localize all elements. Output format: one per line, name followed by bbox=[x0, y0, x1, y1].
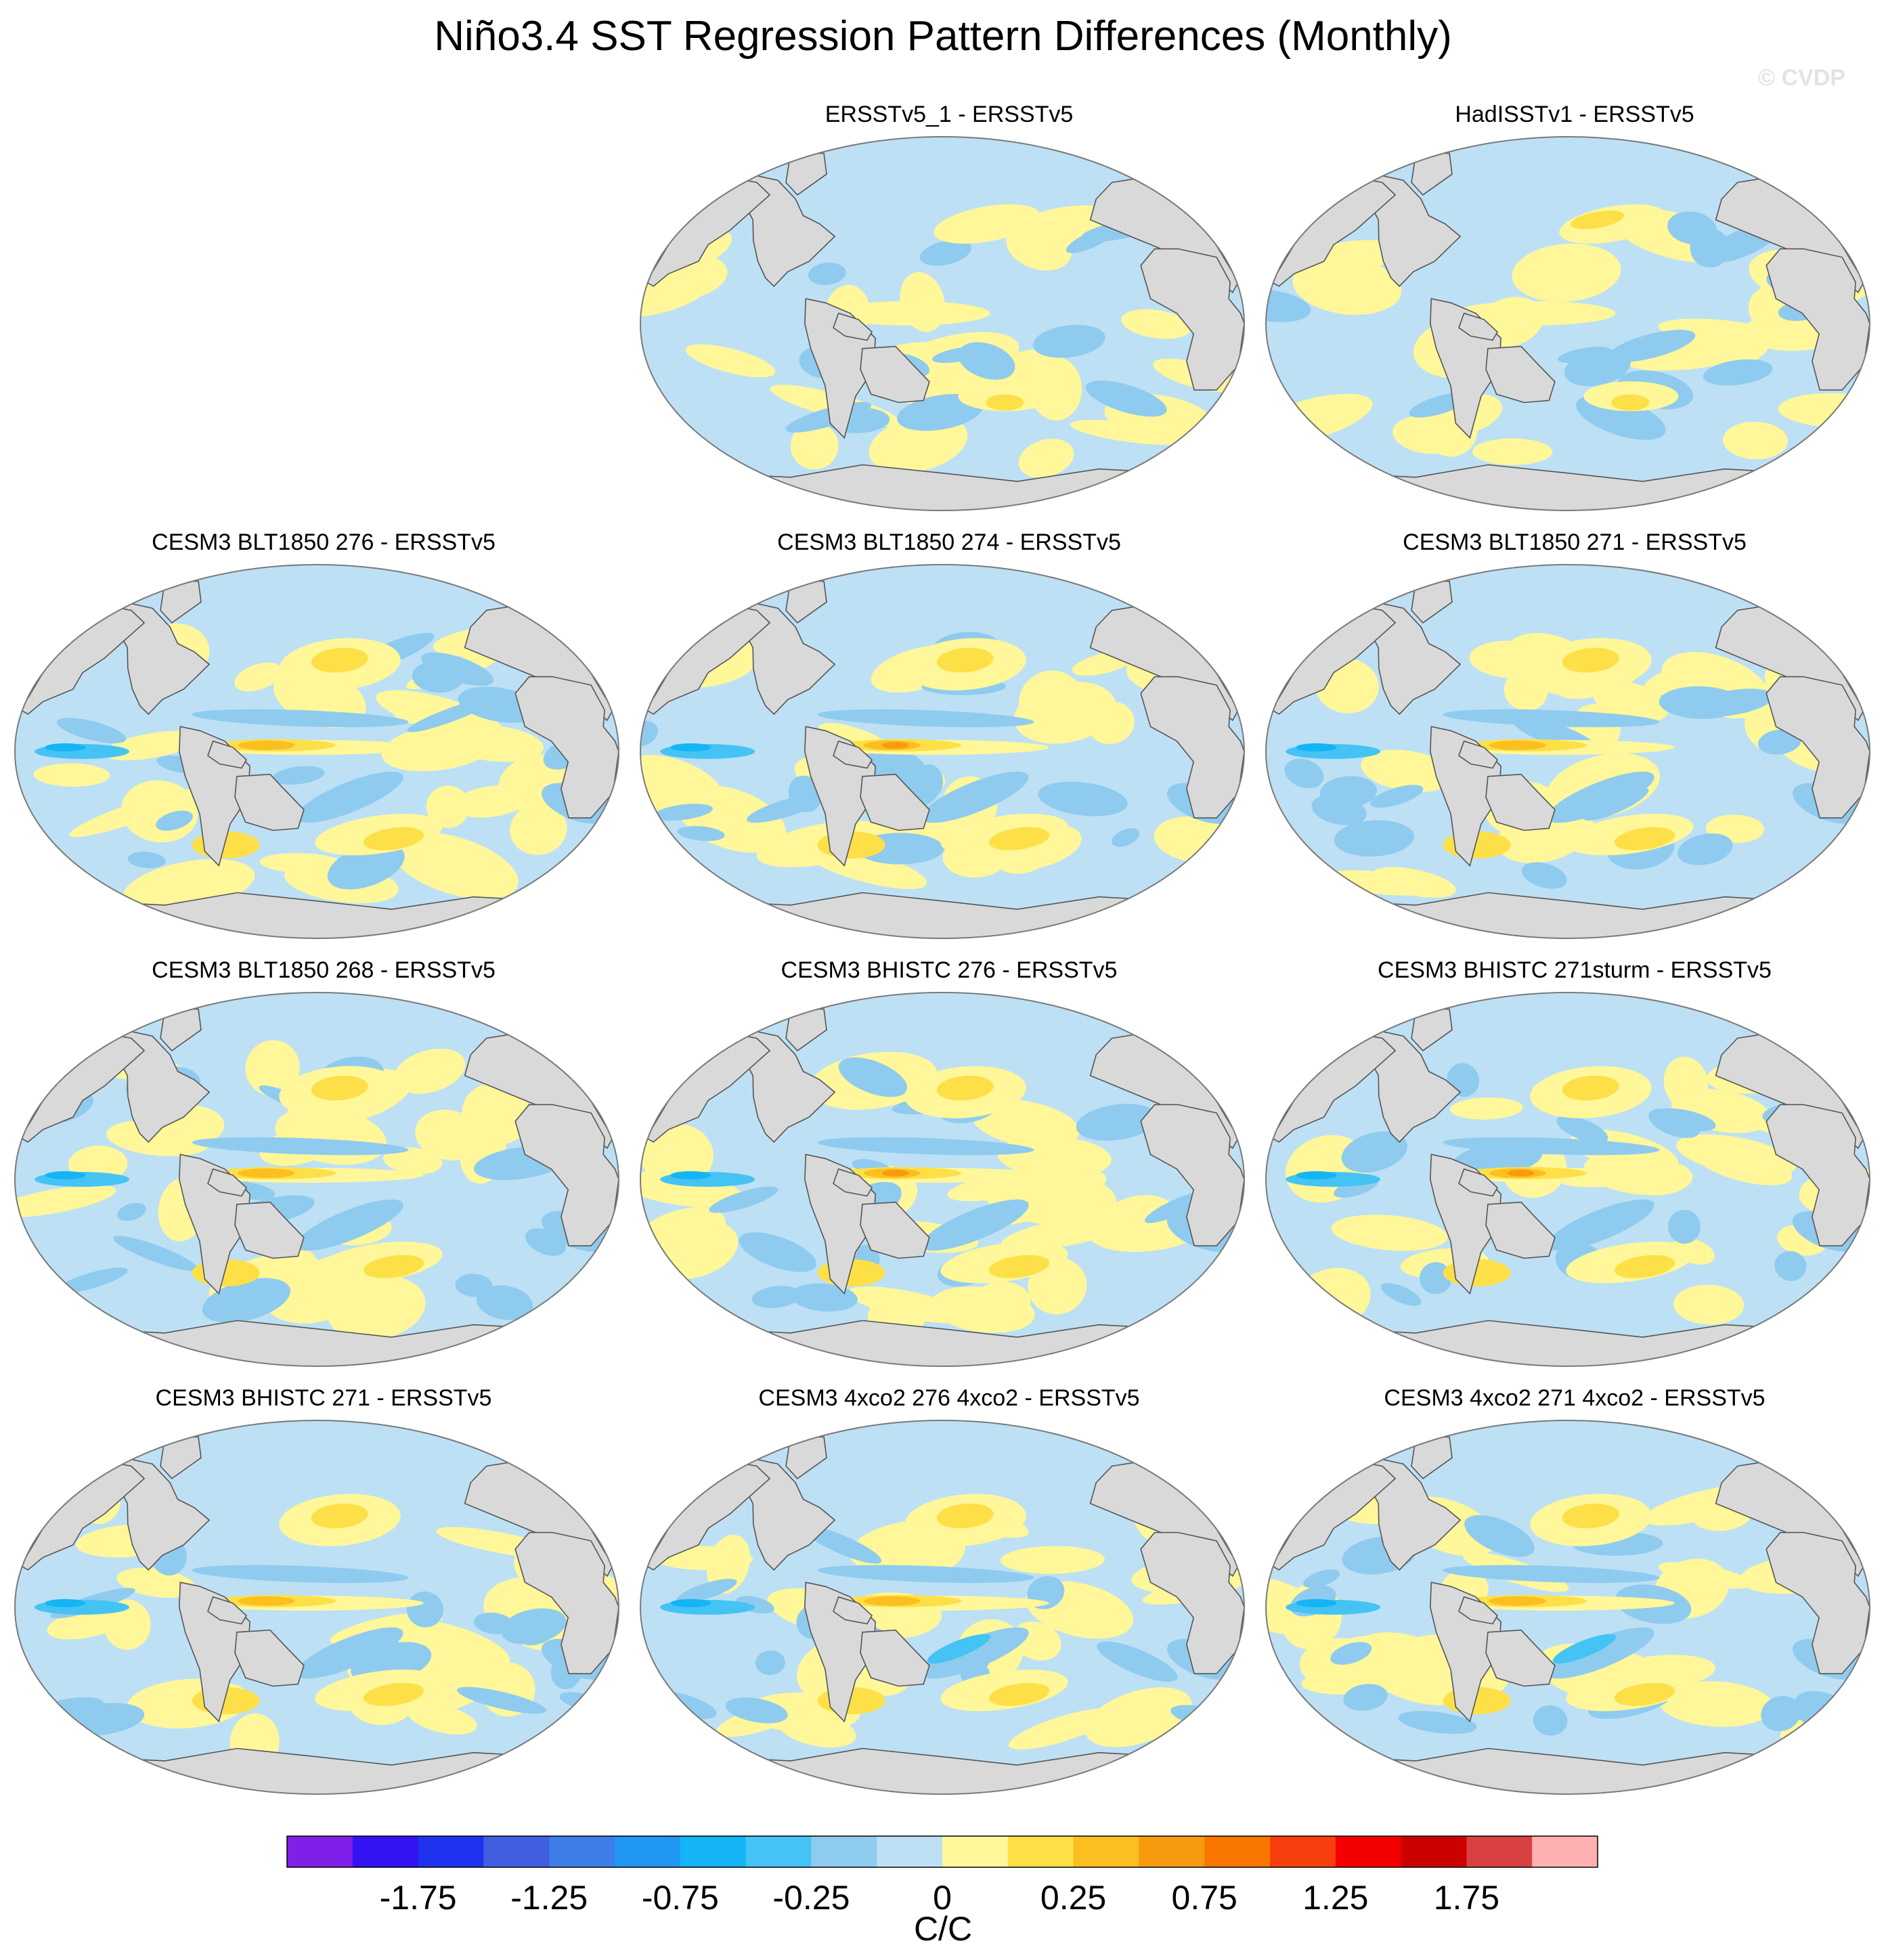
panel-title: CESM3 BHISTC 271sturm - ERSSTv5 bbox=[1378, 957, 1772, 983]
panel-title: CESM3 BLT1850 268 - ERSSTv5 bbox=[152, 957, 496, 983]
colorbar-swatch bbox=[1007, 1836, 1074, 1867]
colorbar-unit: C/C bbox=[913, 1910, 973, 1948]
colorbar-swatch bbox=[352, 1836, 419, 1867]
panel-title: CESM3 BLT1850 274 - ERSSTv5 bbox=[777, 529, 1121, 555]
colorbar-swatch bbox=[1073, 1836, 1139, 1867]
map-plot bbox=[14, 1420, 619, 1795]
map-plot bbox=[1265, 992, 1870, 1367]
map-plot bbox=[14, 564, 619, 939]
map-panel: CESM3 BLT1850 274 - ERSSTv5 bbox=[638, 529, 1260, 963]
map-plot bbox=[14, 992, 619, 1367]
map-panel: CESM3 BLT1850 268 - ERSSTv5 bbox=[12, 957, 635, 1391]
map-panel: CESM3 4xco2 276 4xco2 - ERSSTv5 bbox=[638, 1385, 1260, 1819]
map-panel: CESM3 BHISTC 276 - ERSSTv5 bbox=[638, 957, 1260, 1391]
colorbar-swatch bbox=[745, 1836, 812, 1867]
colorbar-swatch bbox=[418, 1836, 484, 1867]
colorbar-swatch bbox=[1139, 1836, 1205, 1867]
map-panel: CESM3 BHISTC 271 - ERSSTv5 bbox=[12, 1385, 635, 1819]
colorbar-swatch bbox=[1466, 1836, 1533, 1867]
panel-title: CESM3 BLT1850 271 - ERSSTv5 bbox=[1403, 529, 1747, 555]
colorbar-swatch bbox=[942, 1836, 1009, 1867]
panel-title: CESM3 BHISTC 271 - ERSSTv5 bbox=[155, 1385, 492, 1411]
map-plot bbox=[640, 564, 1245, 939]
watermark: © CVDP bbox=[1758, 65, 1845, 91]
panel-title: HadISSTv1 - ERSSTv5 bbox=[1455, 102, 1694, 127]
map-plot bbox=[1265, 1420, 1870, 1795]
colorbar-swatch bbox=[483, 1836, 550, 1867]
map-panel: CESM3 4xco2 271 4xco2 - ERSSTv5 bbox=[1263, 1385, 1886, 1819]
colorbar-swatch bbox=[811, 1836, 877, 1867]
map-plot bbox=[640, 1420, 1245, 1795]
figure-title: Niño3.4 SST Regression Pattern Differenc… bbox=[434, 13, 1452, 60]
map-panel: CESM3 BLT1850 271 - ERSSTv5 bbox=[1263, 529, 1886, 963]
colorbar-swatch bbox=[680, 1836, 747, 1867]
panel-title: CESM3 4xco2 271 4xco2 - ERSSTv5 bbox=[1384, 1385, 1766, 1411]
colorbar-swatch bbox=[287, 1836, 353, 1867]
colorbar-swatch bbox=[1401, 1836, 1467, 1867]
colorbar-swatch bbox=[1532, 1836, 1598, 1867]
panel-title: CESM3 BLT1850 276 - ERSSTv5 bbox=[152, 529, 496, 555]
panel-title: ERSSTv5_1 - ERSSTv5 bbox=[825, 102, 1074, 127]
colorbar-swatch bbox=[877, 1836, 943, 1867]
colorbar-swatch bbox=[615, 1836, 681, 1867]
map-plot bbox=[640, 992, 1245, 1367]
colorbar-swatch bbox=[1204, 1836, 1271, 1867]
colorbar-swatch bbox=[549, 1836, 615, 1867]
colorbar-swatch bbox=[1335, 1836, 1402, 1867]
map-panel: ERSSTv5_1 - ERSSTv5 bbox=[638, 102, 1260, 535]
map-panel: CESM3 BHISTC 271sturm - ERSSTv5 bbox=[1263, 957, 1886, 1391]
panel-title: CESM3 4xco2 276 4xco2 - ERSSTv5 bbox=[758, 1385, 1140, 1411]
map-plot bbox=[640, 136, 1245, 511]
colorbar-swatch bbox=[1270, 1836, 1336, 1867]
map-panel: CESM3 BLT1850 276 - ERSSTv5 bbox=[12, 529, 635, 963]
panel-title: CESM3 BHISTC 276 - ERSSTv5 bbox=[781, 957, 1118, 983]
map-panel: HadISSTv1 - ERSSTv5 bbox=[1263, 102, 1886, 535]
map-plot bbox=[1265, 136, 1870, 511]
map-plot bbox=[1265, 564, 1870, 939]
